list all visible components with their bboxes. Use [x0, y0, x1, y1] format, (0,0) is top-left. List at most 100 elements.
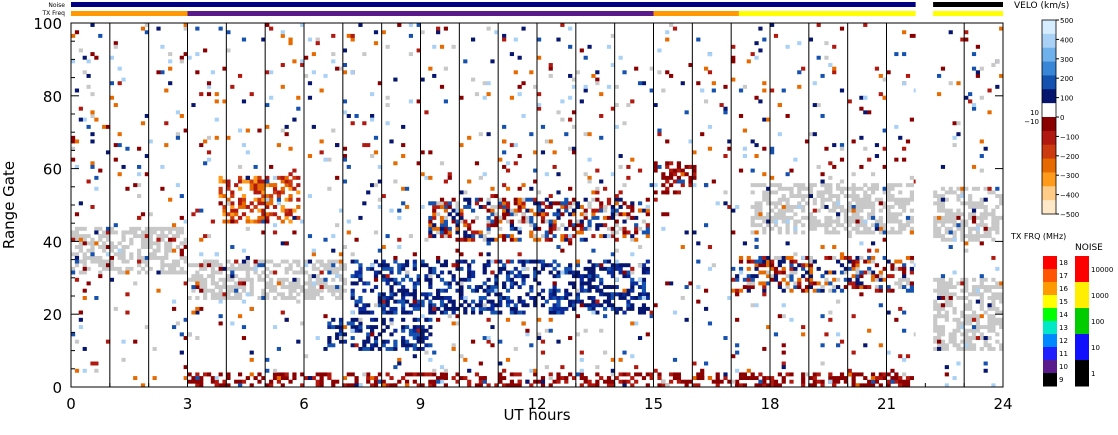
scatter-cell-3474	[164, 121, 169, 126]
scatter-cell-4168	[137, 164, 142, 169]
scatter-cell-2574	[377, 372, 382, 377]
scatter-cell-3392	[971, 317, 977, 322]
scatter-cell-2813	[902, 383, 907, 388]
scatter-cell-3663	[459, 190, 464, 195]
scatter-cell-244	[206, 259, 212, 264]
scatter-cell-2982	[199, 92, 204, 97]
scatter-cell-2146	[933, 288, 938, 293]
scatter-cell-3066	[183, 128, 188, 133]
scatter-cell-3773	[230, 270, 235, 275]
scatter-cell-1748	[832, 208, 837, 213]
scatter-cell-3253	[218, 201, 223, 206]
scatter-cell-1086	[634, 296, 639, 300]
scatter-cell-1873	[890, 226, 895, 231]
scatter-cell-354	[272, 263, 278, 268]
scatter-cell-4051	[304, 354, 309, 359]
noise-bar-segment-1	[933, 2, 1003, 7]
scatter-cell-1645	[777, 186, 782, 191]
scatter-cell-3625	[133, 183, 138, 188]
scatter-cell-2176	[940, 281, 946, 286]
scatter-cell-2659	[587, 383, 592, 388]
scatter-cell-2563	[354, 379, 359, 384]
scatter-cell-1643	[777, 201, 782, 206]
scatter-cell-552	[265, 183, 270, 188]
scatter-cell-3930	[171, 237, 177, 242]
scatter-cell-1071	[626, 306, 631, 311]
scatter-cell-3805	[723, 190, 728, 195]
scatter-cell-1055	[614, 292, 619, 297]
scatter-cell-1528	[634, 230, 639, 235]
scatter-cell-126	[140, 230, 146, 235]
scatter-cell-1321	[490, 208, 495, 213]
scatter-cell-670	[389, 266, 394, 271]
scatter-cell-3937	[315, 41, 320, 46]
scatter-cell-3753	[859, 292, 864, 297]
scatter-cell-3923	[874, 223, 880, 228]
scatter-cell-1571	[676, 175, 681, 180]
scatter-cell-4089	[323, 277, 328, 282]
scatter-cell-3863	[603, 205, 608, 209]
scatter-cell-1519	[626, 212, 631, 217]
scatter-cell-2135	[933, 346, 938, 351]
scatter-cell-1324	[494, 212, 499, 217]
scatter-cell-2792	[870, 383, 876, 388]
scatter-cell-1805	[859, 223, 864, 228]
scatter-cell-2899	[90, 110, 95, 115]
scatter-cell-8	[74, 245, 80, 249]
scatter-cell-3679	[952, 237, 957, 242]
scatter-cell-4001	[74, 30, 80, 35]
scatter-cell-348	[269, 270, 274, 275]
scatter-cell-2687	[645, 372, 650, 377]
scatter-cell-2795	[874, 379, 880, 384]
scatter-cell-2601	[436, 376, 441, 381]
scatter-cell-3166	[420, 205, 425, 209]
scatter-cell-1685	[801, 230, 806, 235]
scatter-cell-2133	[909, 259, 914, 264]
scatter-cell-1181	[393, 328, 398, 333]
scatter-cell-2832	[979, 95, 984, 100]
scatter-cell-2826	[109, 277, 115, 282]
scatter-cell-2493	[191, 376, 196, 381]
scatter-cell-2089	[870, 274, 876, 279]
scatter-cell-76	[109, 230, 115, 235]
scatter-cell-160	[160, 263, 165, 268]
scatter-cell-701	[404, 263, 410, 268]
scatter-cell-2685	[641, 376, 647, 381]
scatter-cell-616	[358, 296, 363, 300]
scatter-cell-2313	[991, 325, 996, 330]
scatter-cell-1165	[377, 346, 382, 351]
scatter-cell-2107	[886, 259, 891, 264]
scatter-cell-1764	[839, 190, 845, 195]
scatter-cell-2407	[956, 186, 961, 191]
scatter-cell-3125	[292, 168, 297, 173]
scatter-cell-1788	[851, 194, 856, 199]
scatter-cell-1917	[731, 288, 736, 293]
scatter-cell-3198	[218, 321, 223, 326]
scatter-cell-2432	[968, 194, 973, 199]
tx-freq-colorbar-cell-5	[1043, 321, 1057, 335]
scatter-cell-3656	[571, 77, 577, 82]
scatter-cell-1744	[828, 183, 833, 188]
scatter-cell-1067	[622, 296, 627, 300]
scatter-cell-3803	[206, 135, 212, 140]
scatter-cell-26	[82, 237, 87, 242]
scatter-cell-3942	[467, 205, 472, 209]
scatter-cell-450	[335, 270, 340, 275]
scatter-cell-3814	[168, 59, 173, 64]
scatter-cell-789	[459, 296, 464, 300]
scatter-cell-3776	[117, 248, 122, 253]
scatter-cell-3768	[700, 132, 705, 137]
scatter-cell-1477	[595, 226, 600, 231]
scatter-cell-109	[133, 234, 138, 239]
scatter-cell-3621	[622, 288, 627, 293]
scatter-cell-1095	[641, 310, 647, 315]
scatter-cell-704	[408, 303, 414, 308]
tx-freq-colorbar-label-5: 13	[1059, 324, 1068, 332]
scatter-cell-1347	[509, 234, 514, 239]
scatter-cell-2656	[579, 372, 584, 377]
scatter-cell-2019	[808, 263, 814, 268]
scatter-cell-1200	[412, 325, 417, 330]
scatter-cell-1111	[323, 346, 328, 351]
scatter-cell-4173	[727, 139, 732, 144]
